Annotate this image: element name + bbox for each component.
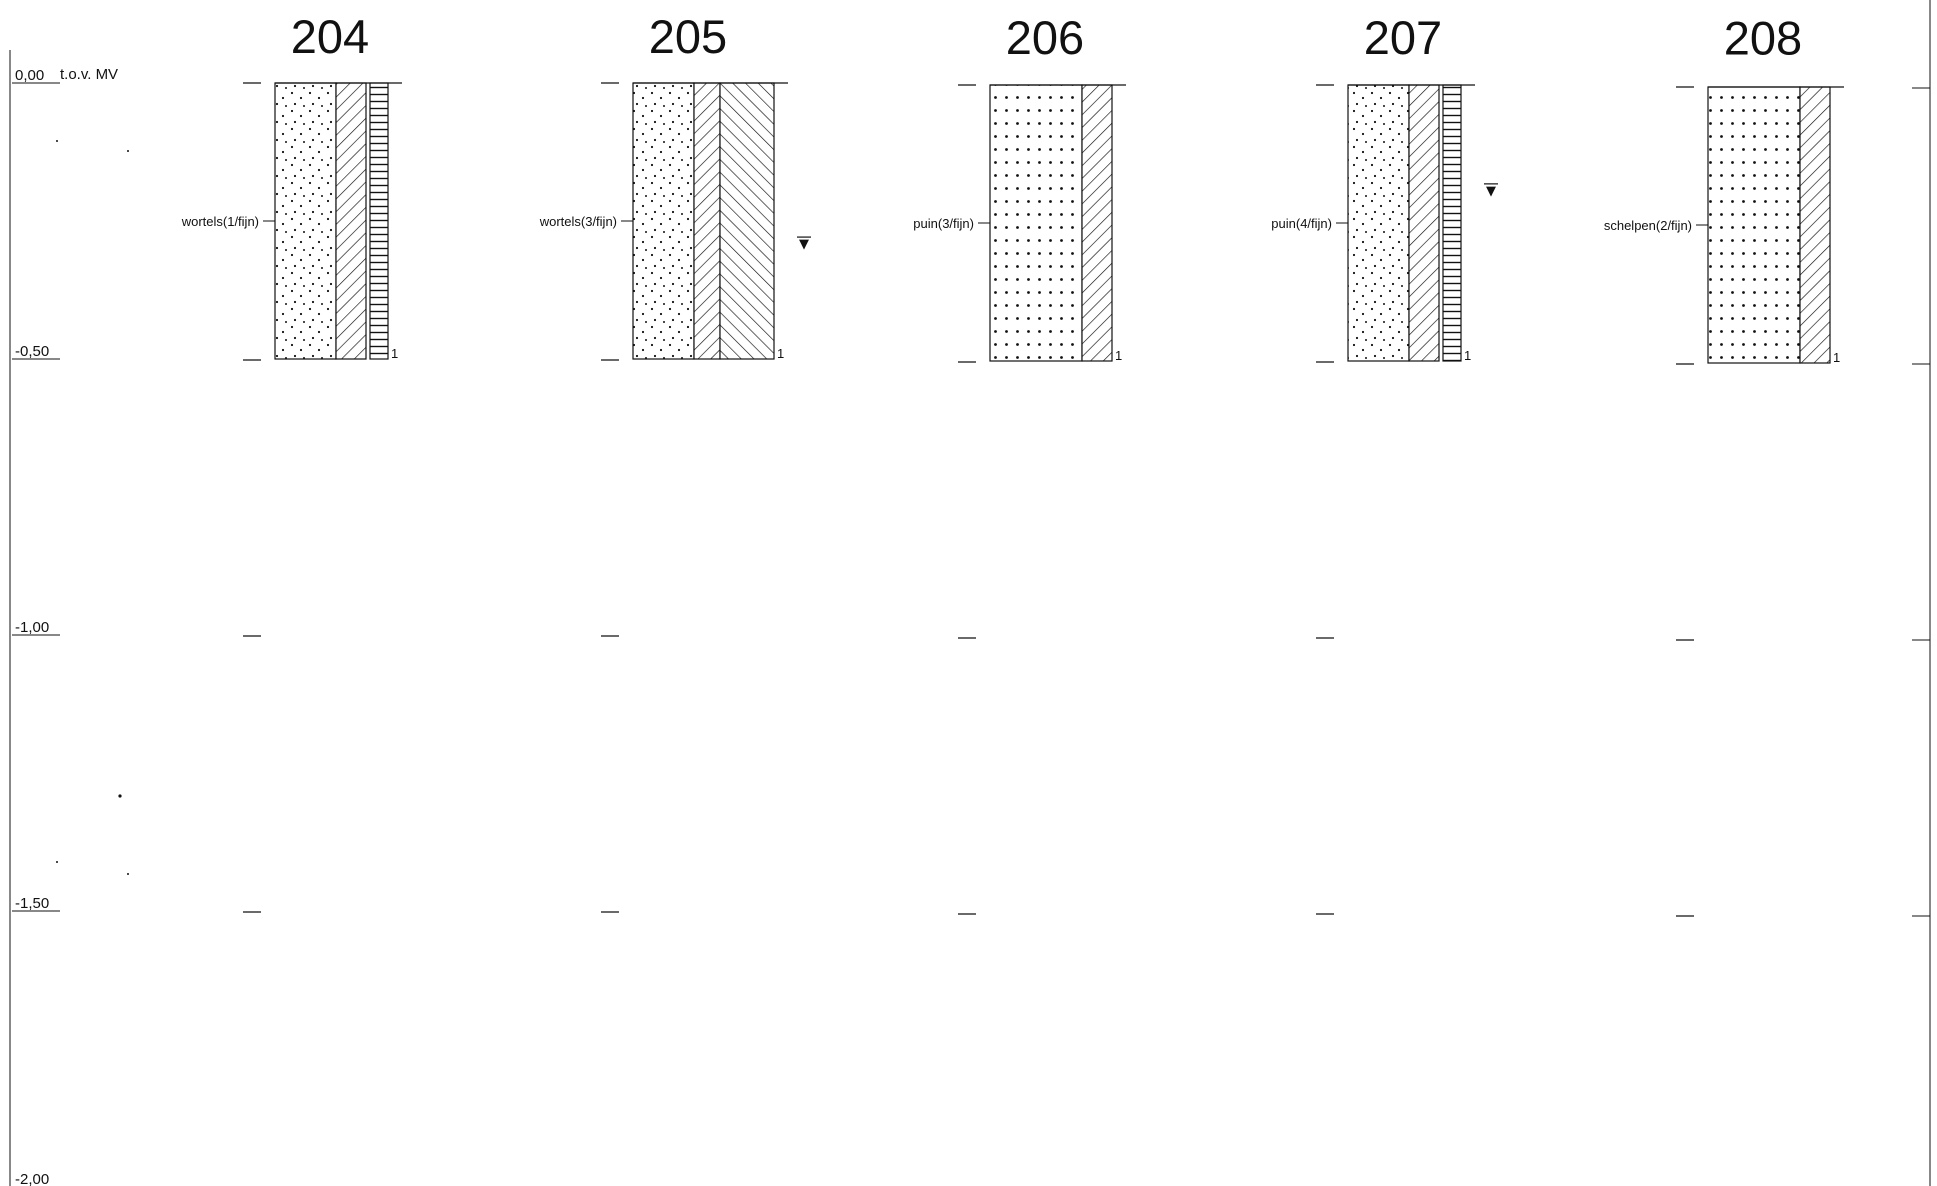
sample-annotation: wortels(3/fijn): [539, 214, 617, 229]
layer-number: 1: [391, 346, 398, 361]
depth-label: -1,00: [15, 619, 49, 636]
borehole-number: 206: [1006, 11, 1084, 64]
property-column-diag-hatch: [693, 82, 721, 360]
sample-annotation: puin(3/fijn): [913, 216, 974, 231]
depth-label: -0,50: [15, 343, 49, 360]
borehole-206: 206 1 puin(3/fijn): [913, 11, 1126, 915]
lithology-column: [1707, 86, 1801, 364]
layer-number: 1: [777, 346, 784, 361]
layer-number: 1: [1464, 348, 1471, 363]
borehole-number: 207: [1364, 11, 1442, 64]
boreholes: 2041wortels(1/fijn)2051wortels(3/fijn)▼2…: [181, 10, 1844, 917]
datum-label: t.o.v. MV: [60, 66, 118, 83]
borehole-number: 208: [1724, 12, 1802, 65]
property-column-diag-hatch: [335, 82, 367, 360]
borehole-number: 204: [291, 10, 369, 63]
depth-label: 0,00: [15, 67, 44, 84]
lithology-column: [989, 84, 1083, 362]
property-column-chevron-hatch: [719, 82, 775, 360]
property-column-horizontal-lines: [1442, 84, 1462, 362]
depth-axis: 0,00 -0,50 -1,00 -1,50 -2,00 t.o.v. MV: [9, 50, 1930, 1186]
borehole-number: 205: [649, 10, 727, 63]
borehole-205: 205 1 wortels(3/fijn) ▼: [539, 10, 811, 913]
property-column-horizontal-lines: [369, 82, 389, 360]
layer-number: 1: [1833, 350, 1840, 365]
lithology-column: [1347, 84, 1410, 362]
depth-label: -2,00: [15, 1171, 49, 1186]
layer-number: 1: [1115, 348, 1122, 363]
property-column-diag-hatch: [1799, 86, 1831, 364]
sample-annotation: puin(4/fijn): [1271, 216, 1332, 231]
lithology-column: [274, 82, 337, 360]
groundwater-icon: ▼: [799, 237, 809, 252]
property-column-diag-hatch: [1408, 84, 1440, 362]
borehole-204: 204 1 wortels(1/fijn): [181, 10, 402, 913]
depth-label: -1,50: [15, 895, 49, 912]
groundwater-icon: ▼: [1486, 184, 1496, 199]
sample-annotation: schelpen(2/fijn): [1604, 218, 1692, 233]
property-column-diag-hatch: [1081, 84, 1113, 362]
scan-specks: [56, 140, 129, 875]
borehole-207: 207 1 puin(4/fijn) ▼: [1271, 11, 1498, 915]
borehole-208: 208 1 schelpen(2/fijn): [1604, 12, 1844, 917]
lithology-column: [632, 82, 695, 360]
sample-annotation: wortels(1/fijn): [181, 214, 259, 229]
